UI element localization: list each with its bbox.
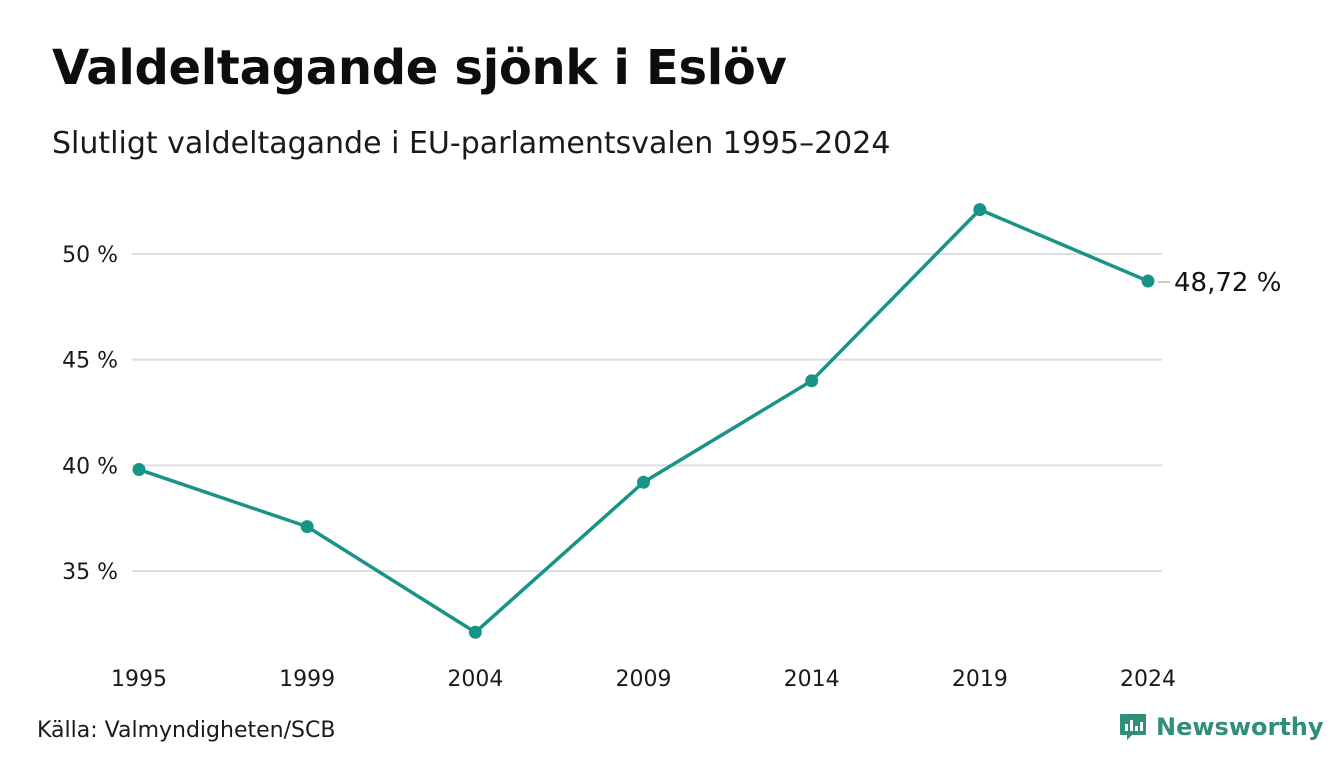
data-point	[300, 520, 314, 534]
data-point	[637, 475, 650, 489]
y-tick-label: 40 %	[62, 454, 118, 479]
series-line	[137, 207, 1150, 635]
x-tick-label: 1999	[279, 667, 335, 692]
data-point	[973, 203, 987, 217]
x-tick-label: 2014	[784, 667, 840, 692]
brand-name: Newsworthy	[1156, 713, 1324, 741]
gridlines	[132, 253, 1162, 572]
x-tick-label: 2019	[952, 667, 1008, 692]
x-tick-label: 1995	[111, 667, 167, 692]
y-tick-label: 35 %	[62, 560, 118, 585]
x-tick-label: 2024	[1120, 667, 1176, 692]
y-tick-label: 45 %	[62, 349, 118, 374]
chart-title: Valdeltagande sjönk i Eslöv	[52, 40, 787, 96]
x-tick-label: 2004	[447, 667, 503, 692]
bar-chart-speech-bubble-icon	[1120, 714, 1146, 740]
source-note: Källa: Valmyndigheten/SCB	[37, 718, 336, 743]
data-points	[132, 203, 1155, 639]
data-point	[805, 374, 819, 388]
brand-logo: Newsworthy	[1118, 712, 1324, 742]
end-annotation: 48,72 %	[1158, 268, 1281, 298]
data-point	[468, 625, 482, 639]
data-point	[1141, 274, 1155, 288]
y-tick-label: 50 %	[62, 243, 118, 268]
end-value-label: 48,72 %	[1174, 268, 1281, 298]
x-tick-label: 2009	[616, 667, 672, 692]
y-axis-labels: 35 % 40 % 45 % 50 %	[62, 243, 118, 585]
series-line-group	[137, 207, 1150, 635]
data-point	[132, 463, 146, 477]
chart-subtitle: Slutligt valdeltagande i EU-parlamentsva…	[52, 126, 891, 161]
x-axis-labels: 1995 1999 2004 2009 2014 2019 2024	[111, 667, 1176, 692]
